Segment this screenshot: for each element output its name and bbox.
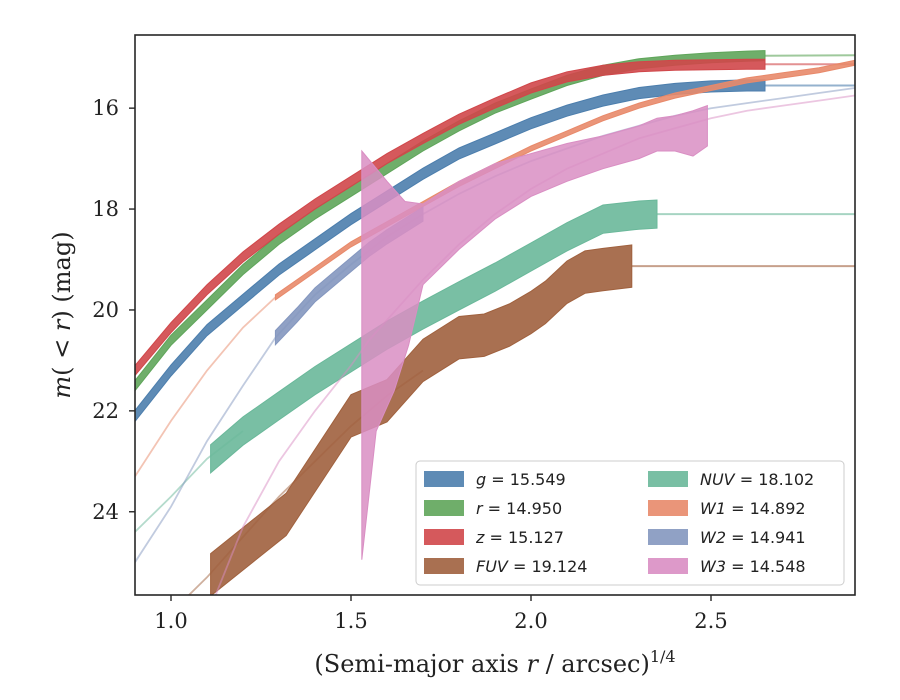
x-tick-label: 2.5 — [694, 609, 727, 633]
x-tick-label: 1.5 — [334, 609, 367, 633]
legend-box — [415, 460, 845, 586]
legend-item-nuv: NUV = 18.102 — [648, 470, 814, 489]
legend-swatch — [648, 500, 688, 516]
legend-item-g: g = 15.549 — [424, 470, 566, 489]
legend-swatch — [424, 471, 464, 487]
y-tick-label: 18 — [92, 197, 119, 221]
y-tick-label: 24 — [92, 500, 119, 524]
x-axis-ticks: 1.0 1.5 2.0 2.5 — [154, 595, 728, 633]
legend-item-r: r = 14.950 — [424, 499, 562, 518]
y-tick-label: 16 — [92, 96, 119, 120]
x-tick-label: 2.0 — [514, 609, 547, 633]
series-layer — [135, 50, 855, 595]
legend-label: NUV = 18.102 — [700, 470, 814, 489]
legend-label: FUV = 19.124 — [476, 557, 587, 576]
legend: g = 15.549 r = 14.950 z = 15.127 FUV = 19.1… — [415, 460, 845, 586]
legend-swatch — [424, 500, 464, 516]
series-fuv-band — [210, 244, 633, 595]
legend-label: r = 14.950 — [476, 499, 562, 518]
legend-item-fuv: FUV = 19.124 — [424, 557, 587, 576]
y-tick-label: 22 — [92, 399, 119, 423]
legend-swatch — [424, 558, 464, 574]
legend-label: z = 15.127 — [475, 528, 564, 547]
legend-item-z: z = 15.127 — [424, 528, 564, 547]
legend-label: W1 = 14.892 — [700, 499, 806, 518]
legend-item-w1: W1 = 14.892 — [648, 499, 806, 518]
legend-label: W3 = 14.548 — [700, 557, 806, 576]
legend-swatch — [648, 471, 688, 487]
legend-swatch — [648, 558, 688, 574]
series-w3-band — [361, 104, 708, 560]
legend-swatch — [424, 529, 464, 545]
legend-label: g = 15.549 — [476, 470, 566, 489]
x-tick-label: 1.0 — [154, 609, 187, 633]
y-axis-label: m( < r) (mag) — [48, 231, 76, 398]
y-tick-label: 20 — [92, 298, 119, 322]
plot-frame — [134, 34, 856, 596]
legend-item-w3: W3 = 14.548 — [648, 557, 806, 576]
legend-label: W2 = 14.941 — [700, 528, 806, 547]
legend-swatch — [648, 529, 688, 545]
series-w1-model-line — [135, 296, 277, 477]
series-w3 — [214, 94, 855, 595]
legend-item-w2: W2 = 14.941 — [648, 528, 806, 547]
y-axis-ticks: 16 18 20 22 24 — [92, 96, 135, 524]
series-r-extension — [764, 54, 855, 57]
x-axis-label: (Semi-major axis r / arcsec)1/4 — [314, 647, 675, 678]
